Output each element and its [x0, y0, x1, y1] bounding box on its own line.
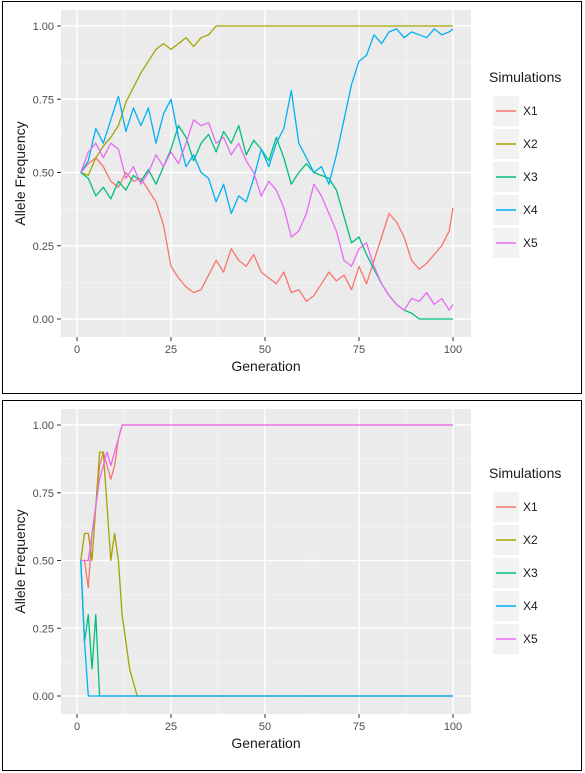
- series-line-x4: [80, 28, 454, 215]
- chart-panel-1: 0 25 50 75 100 0.00 0.25 0.50 0.75 1.00 Generation…: [2, 1, 582, 394]
- x-tick-label: 50: [259, 344, 271, 356]
- x-tick-label: 25: [165, 721, 177, 733]
- legend-label-x3: X3: [523, 566, 538, 580]
- series-group: [80, 25, 454, 320]
- plot-background: [61, 409, 471, 714]
- y-tick-label: 1.00: [33, 420, 54, 432]
- x-tick-label: 0: [74, 344, 80, 356]
- plot-background: [61, 10, 471, 337]
- y-axis-title: Allele Frequency: [12, 509, 28, 613]
- legend-label-x1: X1: [523, 500, 538, 514]
- y-tick-label: 1.00: [33, 21, 54, 33]
- legend-label-x2: X2: [523, 137, 538, 151]
- x-tick-label: 25: [165, 344, 177, 356]
- y-tick-label: 0.00: [33, 691, 54, 703]
- x-tick-label: 50: [259, 721, 271, 733]
- legend-label-x3: X3: [523, 170, 538, 184]
- legend-label-x1: X1: [523, 104, 538, 118]
- legend-label-x4: X4: [523, 203, 538, 217]
- y-tick-label: 0.25: [33, 241, 54, 253]
- x-tick-label: 100: [444, 344, 462, 356]
- x-tick-label: 75: [353, 344, 365, 356]
- y-tick-label: 0.50: [33, 168, 54, 180]
- x-tick-label: 100: [444, 721, 462, 733]
- x-axis-title: Generation: [231, 735, 300, 751]
- allele-frequency-chart-1: 0 25 50 75 100 0.00 0.25 0.50 0.75 1.00 Generation…: [12, 10, 561, 374]
- y-tick-label: 0.75: [33, 488, 54, 500]
- series-line-x4: [80, 560, 453, 697]
- series-line-x2: [80, 451, 453, 697]
- legend-title: Simulations: [489, 465, 561, 481]
- legend-label-x2: X2: [523, 533, 538, 547]
- series-line-x1: [80, 157, 454, 303]
- x-axis-title: Generation: [231, 358, 300, 374]
- chart-panel-2: 0 25 50 75 100 0.00 0.25 0.50 0.75 1.00 Generation…: [2, 400, 582, 771]
- series-group: [80, 424, 453, 697]
- legend-label-x4: X4: [523, 599, 538, 613]
- series-line-x5: [80, 424, 453, 562]
- legend-title: Simulations: [489, 69, 561, 85]
- legend-label-x5: X5: [523, 236, 538, 250]
- legend-label-x5: X5: [523, 632, 538, 646]
- y-tick-label: 0.75: [33, 94, 54, 106]
- x-tick-label: 75: [353, 721, 365, 733]
- allele-frequency-chart-2: 0 25 50 75 100 0.00 0.25 0.50 0.75 1.00 Generation…: [12, 409, 561, 751]
- y-axis-title: Allele Frequency: [12, 121, 28, 225]
- series-line-x5: [80, 119, 454, 311]
- y-tick-label: 0.50: [33, 556, 54, 568]
- y-tick-label: 0.25: [33, 623, 54, 635]
- x-tick-label: 0: [74, 721, 80, 733]
- series-line-x2: [80, 25, 453, 177]
- y-tick-label: 0.00: [33, 314, 54, 326]
